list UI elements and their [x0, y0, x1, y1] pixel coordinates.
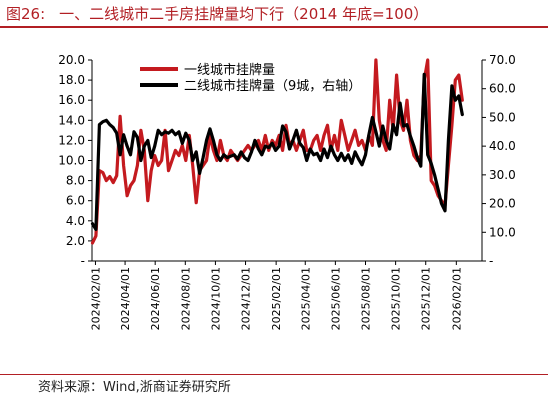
figure-title: 图26: 一、二线城市二手房挂牌量均下行（2014 年底=100） — [6, 5, 428, 23]
left-tick-label: - — [81, 254, 85, 268]
right-tick-label: 10.0 — [489, 225, 516, 239]
figure-number: 图26: — [6, 5, 46, 23]
left-tick-label: 16.0 — [58, 93, 85, 107]
x-tick-label: 2024/04/01 — [119, 267, 132, 330]
left-tick-label: 10.0 — [58, 154, 85, 168]
x-tick-label: 2024/02/01 — [89, 267, 102, 330]
left-tick-label: 18.0 — [58, 73, 85, 87]
x-tick-label: 2025/04/01 — [299, 267, 312, 330]
right-tick-label: 20.0 — [489, 197, 516, 211]
x-tick-label: 2025/06/01 — [329, 267, 342, 330]
series-line-tier1 — [90, 58, 464, 245]
x-tick-label: 2025/02/01 — [270, 267, 283, 330]
title-divider — [0, 26, 548, 28]
x-tick-label: 2025/08/01 — [359, 267, 372, 330]
source-note: 资料来源：Wind,浙商证券研究所 — [38, 380, 231, 395]
x-tick-label: 2026/02/01 — [450, 267, 463, 330]
left-tick-label: 12.0 — [58, 133, 85, 147]
source-divider — [0, 374, 548, 375]
left-tick-label: 8.0 — [66, 174, 85, 188]
x-tick-label: 2025/10/01 — [390, 267, 403, 330]
legend-label: 二线城市挂牌量（9城，右轴） — [184, 78, 361, 94]
right-tick-label: 30.0 — [489, 168, 516, 182]
right-tick-label: - — [489, 254, 493, 268]
left-tick-label: 20.0 — [58, 53, 85, 67]
left-tick-label: 6.0 — [66, 194, 85, 208]
series-line-tier2 — [90, 72, 464, 231]
figure-title-text: 一、二线城市二手房挂牌量均下行（2014 年底=100） — [59, 5, 429, 23]
right-tick-label: 70.0 — [489, 53, 516, 67]
x-tick-label: 2025/12/01 — [420, 267, 433, 330]
legend-label: 一线城市挂牌量 — [184, 62, 275, 78]
left-tick-label: 14.0 — [58, 113, 85, 127]
x-tick-label: 2024/12/01 — [240, 267, 253, 330]
x-tick-label: 2024/08/01 — [179, 267, 192, 330]
x-tick-label: 2024/06/01 — [149, 267, 162, 330]
right-tick-label: 50.0 — [489, 110, 516, 124]
right-tick-label: 40.0 — [489, 139, 516, 153]
left-tick-label: 2.0 — [66, 234, 85, 248]
x-tick-label: 2024/10/01 — [209, 267, 222, 330]
left-tick-label: 4.0 — [66, 214, 85, 228]
right-tick-label: 60.0 — [489, 82, 516, 96]
